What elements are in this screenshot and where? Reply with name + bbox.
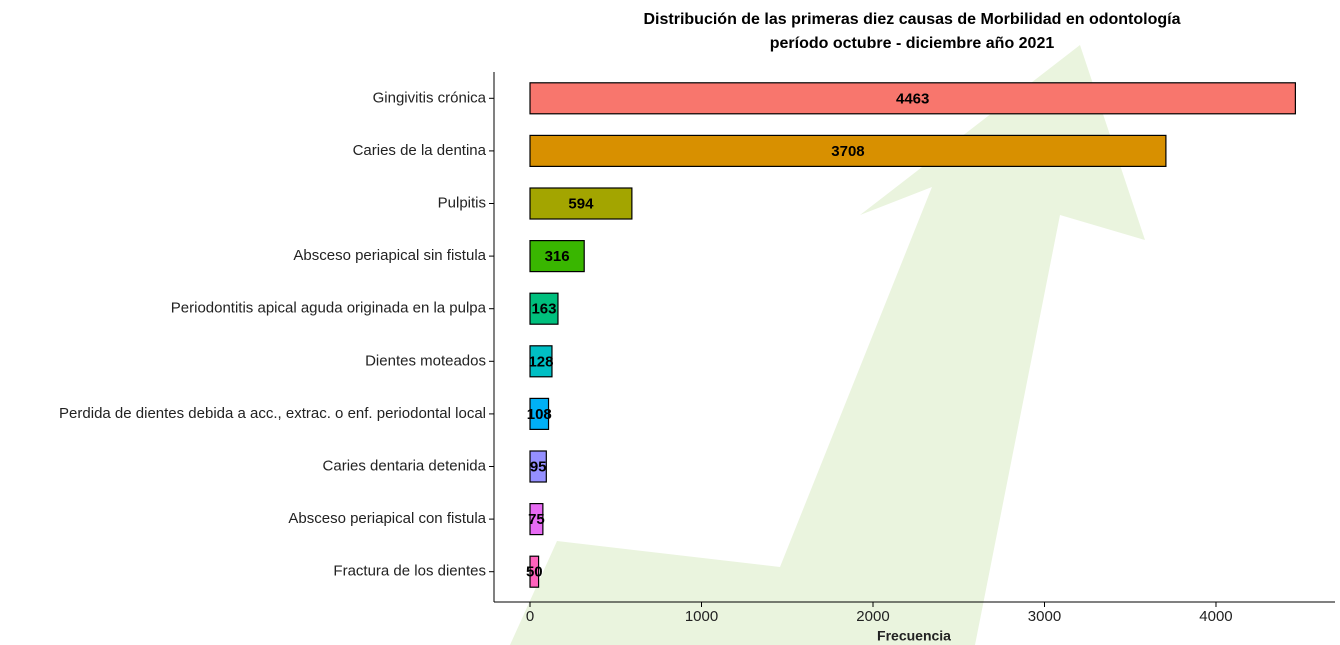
value-label: 95 [530,458,547,475]
y-tick-label: Absceso periapical con fistula [288,510,486,527]
chart: Distribución de las primeras diez causas… [0,0,1340,645]
x-tick-label: 3000 [1028,608,1061,625]
y-tick-label: Caries de la dentina [353,142,487,159]
chart-title: Distribución de las primeras diez causas… [644,11,1181,28]
y-tick-label: Perdida de dientes debida a acc., extrac… [59,405,486,422]
y-tick-label: Gingivitis crónica [373,89,487,106]
value-label: 4463 [896,90,929,107]
x-tick-label: 1000 [685,608,718,625]
x-axis-label: Frecuencia [877,628,951,644]
x-tick-label: 4000 [1199,608,1232,625]
x-tick-label: 2000 [856,608,889,625]
y-tick-label: Pulpitis [438,194,486,211]
value-label: 128 [528,353,553,370]
chart-subtitle: período octubre - diciembre año 2021 [770,35,1055,52]
value-label: 3708 [831,143,864,160]
value-label: 50 [526,564,543,581]
value-label: 75 [528,511,545,528]
y-tick-label: Dientes moteados [365,352,486,369]
y-tick-label: Caries dentaria detenida [323,457,487,474]
value-label: 316 [545,248,570,265]
y-tick-label: Fractura de los dientes [333,563,486,580]
value-label: 594 [568,195,594,212]
x-tick-label: 0 [526,608,534,625]
y-tick-label: Absceso periapical sin fistula [293,247,486,264]
value-label: 108 [527,406,552,423]
y-tick-label: Periodontitis apical aguda originada en … [171,300,487,317]
value-label: 163 [531,301,556,318]
